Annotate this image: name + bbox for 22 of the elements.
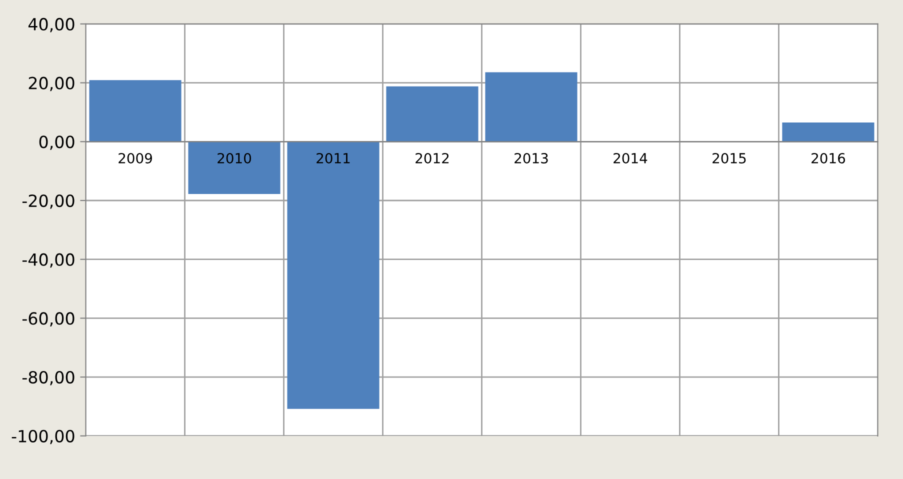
- y-tick-label: 20,00: [28, 76, 74, 92]
- x-tick-label: 2011: [316, 153, 350, 164]
- x-tick-label: 2009: [118, 153, 152, 164]
- bar: [485, 72, 578, 142]
- bar: [188, 142, 280, 194]
- y-tick-label: 0,00: [39, 136, 74, 150]
- y-tick-label: -40,00: [22, 253, 74, 268]
- x-tick-label: 2016: [812, 153, 846, 164]
- y-tick-label: 40,00: [28, 18, 74, 32]
- y-tick-label: -20,00: [22, 194, 74, 209]
- bar: [386, 86, 478, 142]
- y-tick-label: -80,00: [22, 371, 74, 386]
- x-tick-label: 2013: [514, 153, 548, 164]
- bar: [782, 122, 874, 142]
- bar: [287, 142, 380, 409]
- x-tick-label: 2014: [614, 153, 648, 164]
- x-tick-label: 2015: [712, 153, 746, 164]
- bar: [89, 80, 182, 142]
- x-tick-label: 2012: [416, 153, 449, 164]
- y-tick-label: -100,00: [12, 430, 74, 444]
- y-tick-label: -60,00: [22, 312, 74, 326]
- x-tick-label: 2010: [218, 153, 252, 164]
